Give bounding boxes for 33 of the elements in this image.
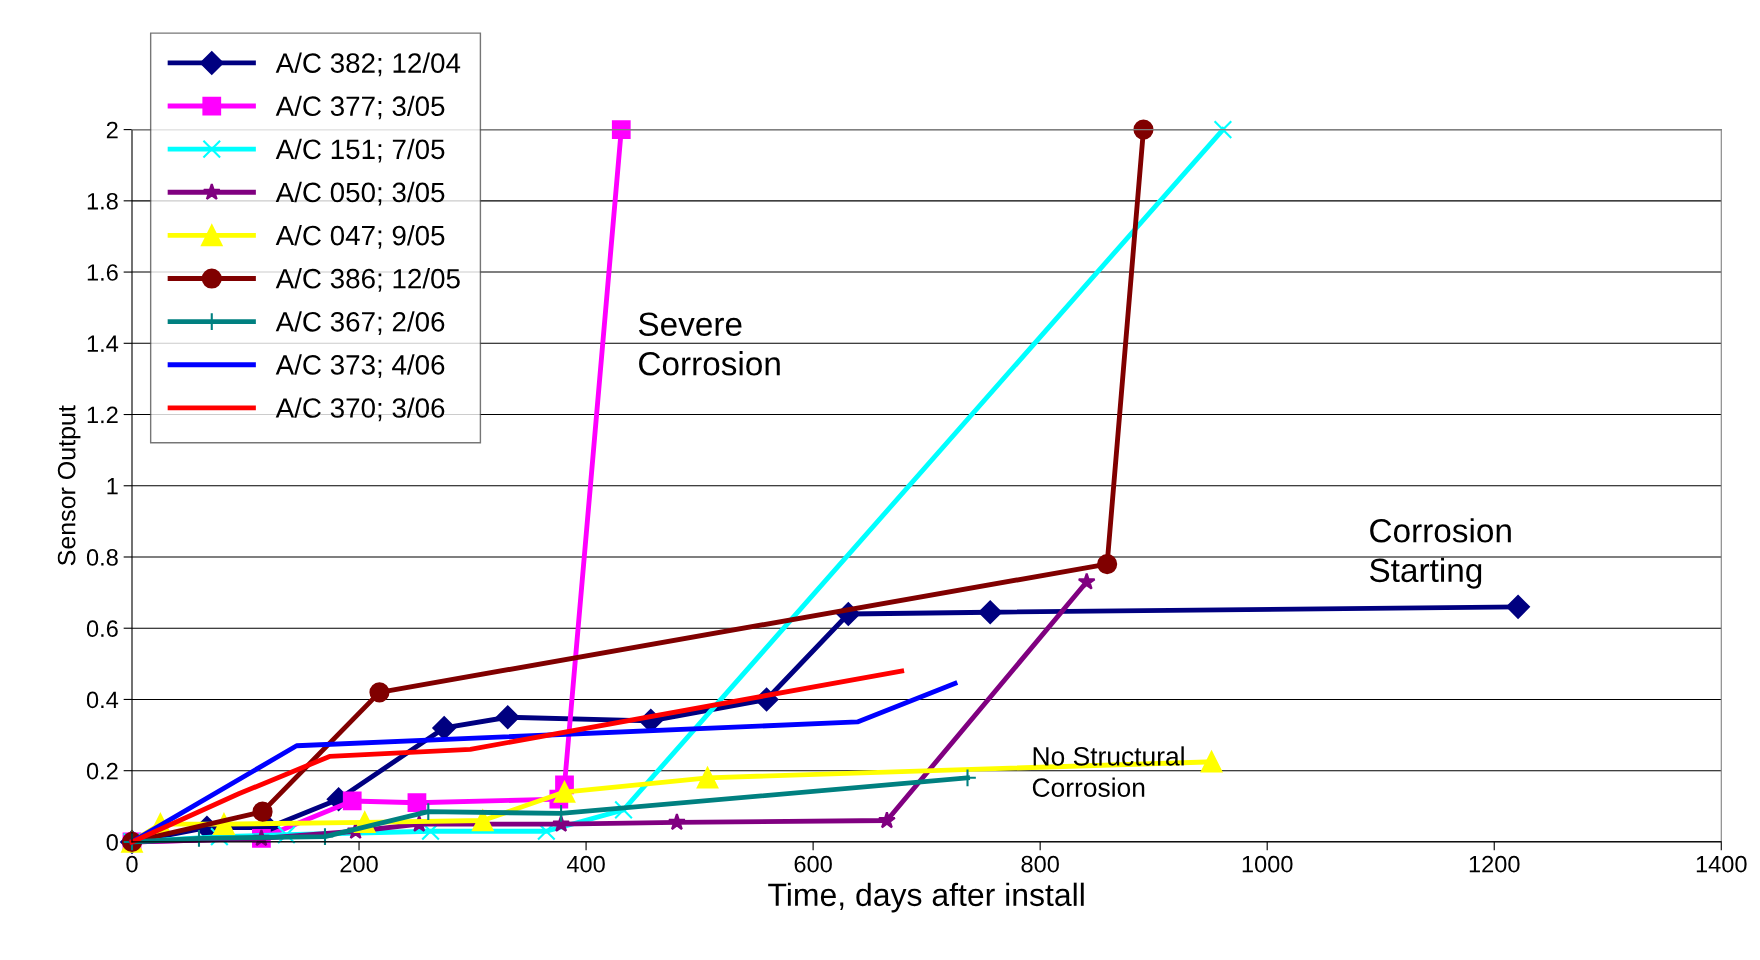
legend-label: A/C 151; 7/05 bbox=[275, 138, 445, 163]
y-tick-label: 1.2 bbox=[87, 406, 118, 424]
legend-label: A/C 373; 4/06 bbox=[275, 354, 445, 379]
x-tick-label: 1000 bbox=[1242, 855, 1293, 873]
annotation: Severe Corrosion bbox=[638, 312, 780, 376]
legend-label: A/C 047; 9/05 bbox=[275, 224, 445, 249]
annotation: No Structural Corrosion bbox=[1032, 746, 1184, 797]
legend-label: A/C 370; 3/06 bbox=[275, 397, 445, 422]
legend-label: A/C 050; 3/05 bbox=[275, 181, 445, 206]
y-tick-label: 0.6 bbox=[86, 620, 118, 638]
y-axis-title: Sensor Output bbox=[57, 405, 81, 566]
x-tick-label: 0 bbox=[126, 855, 138, 873]
x-tick-label: 200 bbox=[340, 855, 378, 873]
y-tick-label: 0.2 bbox=[86, 762, 118, 780]
y-tick-label: 1.8 bbox=[87, 192, 118, 210]
x-tick-label: 600 bbox=[794, 855, 832, 873]
y-tick-label: 0.4 bbox=[86, 691, 119, 709]
legend-label: A/C 377; 3/05 bbox=[275, 95, 445, 120]
x-tick-label: 400 bbox=[566, 855, 605, 873]
y-tick-label: 0.8 bbox=[86, 549, 118, 566]
y-tick-label: 1 bbox=[107, 478, 118, 495]
legend-label: A/C 367; 2/06 bbox=[275, 311, 445, 335]
legend-label: A/C 386; 12/05 bbox=[275, 268, 460, 292]
y-tick-label: 0 bbox=[106, 833, 118, 851]
y-tick-label: 2 bbox=[106, 121, 118, 139]
x-tick-label: 1400 bbox=[1696, 855, 1747, 873]
annotation: Corrosion Starting bbox=[1369, 518, 1511, 589]
y-tick-label: 1.4 bbox=[87, 335, 119, 352]
x-tick-label: 800 bbox=[1021, 855, 1059, 873]
legend-label: A/C 382; 12/04 bbox=[275, 52, 461, 77]
y-tick-label: 1.6 bbox=[87, 264, 118, 281]
x-axis-title: Time, days after install bbox=[768, 882, 1084, 913]
x-tick-label: 1200 bbox=[1469, 855, 1520, 873]
